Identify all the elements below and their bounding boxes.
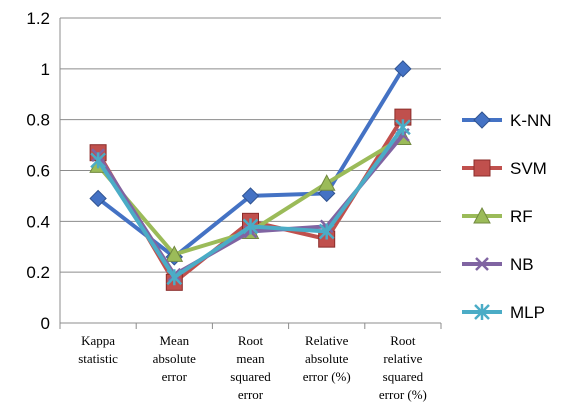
legend-item-svm: SVM: [462, 159, 547, 178]
y-tick-label: 1.2: [26, 9, 50, 28]
gridlines: [60, 17, 441, 273]
legend-swatch-marker: [473, 159, 491, 177]
legend-swatch-marker: [475, 257, 489, 271]
data-point-mlp: [166, 269, 183, 286]
legend-item-mlp: MLP: [462, 303, 545, 322]
legend-label: SVM: [510, 159, 547, 178]
legend-swatch-marker: [473, 111, 491, 129]
legend-label: MLP: [510, 303, 545, 322]
y-tick-label: 0: [41, 314, 50, 333]
x-tick-label: Mean absolute error: [153, 333, 197, 384]
x-tick-label: Root mean squared error: [230, 333, 271, 402]
legend-swatch-marker: [474, 304, 490, 320]
data-point-k-nn: [89, 189, 107, 208]
data-point-mlp: [242, 218, 259, 235]
axes: [59, 18, 442, 329]
data-point-k-nn: [394, 60, 412, 78]
legend-item-nb: NB: [462, 255, 534, 274]
x-tick-label: Relative absolute error (%): [303, 333, 351, 384]
y-tick-label: 0.2: [26, 263, 50, 282]
data-series: [89, 60, 412, 291]
data-point-mlp: [90, 152, 106, 169]
x-tick-label: Kappa statistic: [78, 333, 118, 366]
data-point-rf: [317, 174, 336, 191]
y-axis-tick-labels: 0 0.2 0.4 0.6 0.8 1 1.2: [26, 9, 50, 333]
series-nb: [91, 128, 410, 282]
series-mlp: [90, 119, 411, 286]
legend-item-rf: RF: [462, 206, 533, 226]
y-tick-label: 0.8: [26, 111, 50, 130]
y-tick-label: 0.4: [26, 212, 50, 231]
legend-label: K-NN: [510, 111, 552, 130]
legend-label: NB: [510, 255, 534, 274]
legend: K-NN SVM RF NB MLP: [462, 111, 552, 322]
data-point-mlp: [395, 119, 411, 136]
legend-swatch-marker: [473, 206, 491, 224]
series-line-nb: [96, 133, 405, 277]
data-point-k-nn: [241, 187, 260, 205]
x-tick-label: Root relative squared error (%): [379, 333, 427, 402]
data-point-rf: [165, 245, 184, 262]
legend-item-k-nn: K-NN: [462, 111, 552, 130]
x-axis-tick-labels: Kappa statistic Mean absolute error Root mean s…: [78, 333, 427, 402]
y-tick-label: 1: [41, 60, 50, 79]
legend-label: RF: [510, 207, 533, 226]
y-tick-label: 0.6: [26, 162, 50, 181]
data-point-mlp: [318, 223, 335, 240]
